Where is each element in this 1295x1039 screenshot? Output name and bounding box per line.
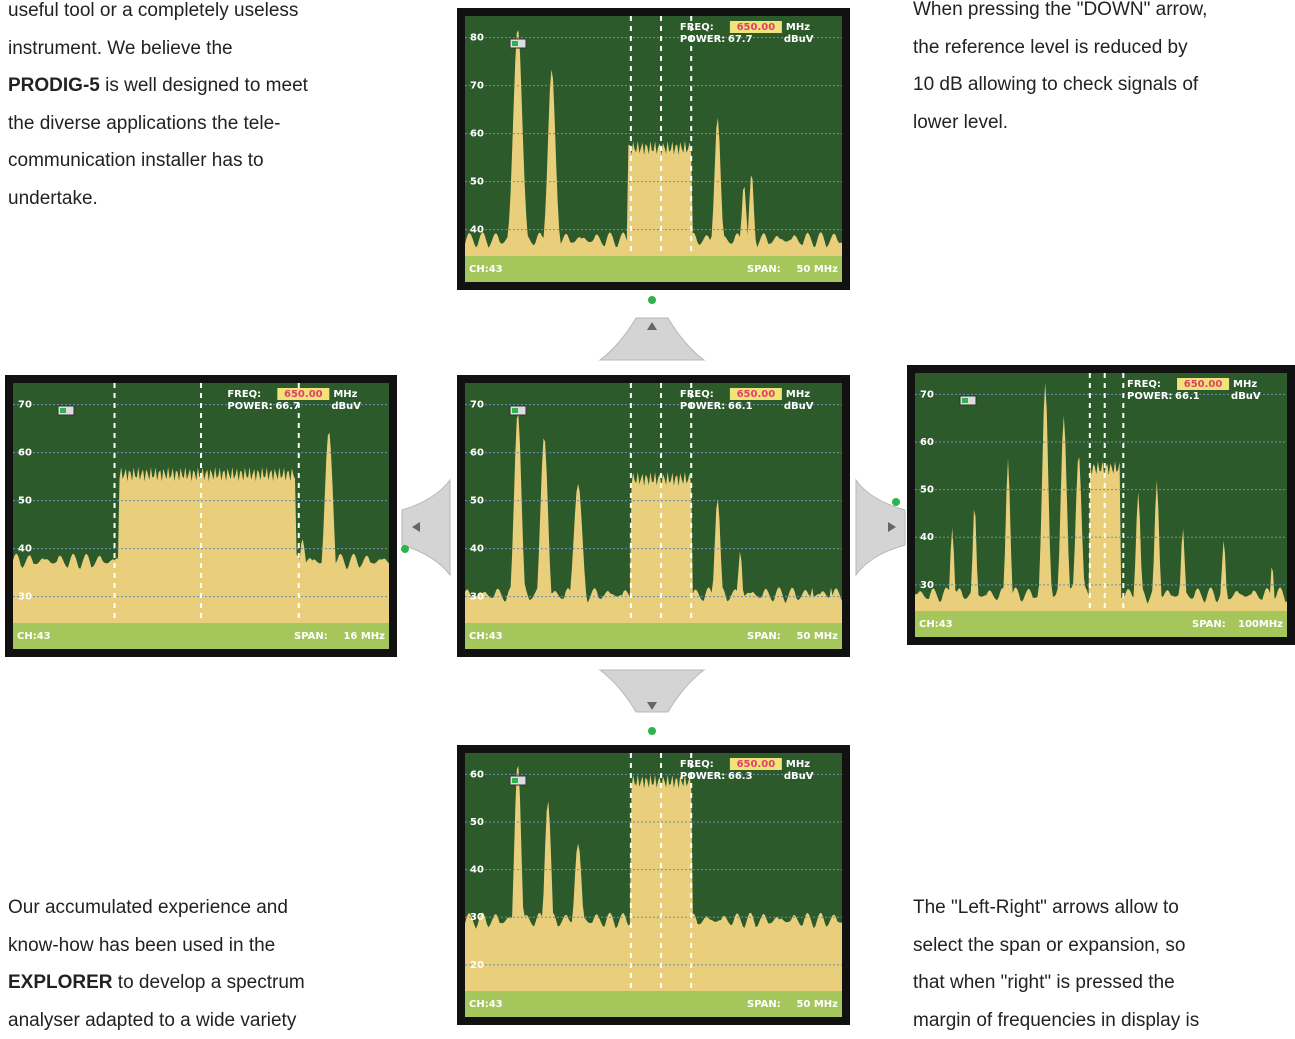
- freq-value: 650.00: [737, 759, 776, 770]
- power-label: POWER:: [680, 34, 725, 45]
- span-value: 100MHz: [1238, 619, 1283, 630]
- y-tick-label: 60: [18, 448, 32, 459]
- y-tick-label: 40: [18, 544, 32, 555]
- freq-value: 650.00: [737, 389, 776, 400]
- y-tick-label: 50: [470, 177, 484, 188]
- freq-unit: MHz: [1233, 379, 1257, 390]
- power-unit: dBuV: [784, 401, 814, 412]
- freq-unit: MHz: [786, 759, 810, 770]
- indicator-dot: [648, 727, 656, 735]
- power-value: 66.1: [728, 401, 753, 412]
- channel: CH:43: [469, 631, 503, 642]
- power-label: POWER:: [680, 771, 725, 782]
- y-tick-label: 50: [470, 817, 484, 828]
- y-tick-label: 80: [470, 33, 484, 44]
- freq-unit: MHz: [786, 22, 810, 33]
- y-tick-label: 70: [470, 400, 484, 411]
- y-tick-label: 50: [18, 496, 32, 507]
- battery-level: [512, 408, 518, 413]
- y-tick-label: 70: [920, 389, 934, 400]
- status-bar: [13, 623, 389, 649]
- indicator-dot: [892, 498, 900, 506]
- power-value: 66.1: [1175, 391, 1200, 402]
- y-tick-label: 30: [920, 580, 934, 591]
- status-bar: [465, 623, 842, 649]
- y-tick-label: 60: [470, 129, 484, 140]
- y-tick-label: 40: [920, 532, 934, 543]
- illustration: 8070605040FREQ:650.00MHzPOWER:67.7dBuVCH…: [0, 0, 1295, 1025]
- span-value: 50 MHz: [796, 631, 838, 642]
- analyzer-screen: 60 50 40 30 20 FREQ: 650.00 MHz POWER:66.3 dBuV CH…: [457, 745, 850, 1025]
- y-tick-label: 60: [470, 448, 484, 459]
- indicator-dot: [401, 545, 409, 553]
- freq-value: 650.00: [737, 22, 776, 33]
- battery-level: [962, 398, 968, 403]
- power-label: POWER:: [680, 401, 725, 412]
- y-tick-label: 50: [470, 496, 484, 507]
- analyzer-screen: 70 60 50 40 30 FREQ: 650.00 MHz POWER:66.1 dBuV CH…: [457, 375, 850, 657]
- freq-value: 650.00: [284, 389, 323, 400]
- freq-label: FREQ:: [680, 22, 714, 33]
- channel: CH:43: [469, 264, 503, 275]
- y-tick-label: 40: [470, 225, 484, 236]
- page: useful tool or a completely uselessinstr…: [0, 0, 1295, 1025]
- y-tick-label: 50: [920, 485, 934, 496]
- span-label: SPAN:: [747, 631, 781, 642]
- span-label: SPAN:: [294, 631, 328, 642]
- dpad-left: [402, 480, 450, 575]
- freq-value: 650.00: [1184, 379, 1223, 390]
- y-tick-label: 70: [470, 81, 484, 92]
- power-value: 67.7: [728, 34, 753, 45]
- y-tick-label: 20: [470, 960, 484, 971]
- battery-level: [60, 408, 66, 413]
- battery-level: [512, 778, 518, 783]
- dpad-right: [856, 480, 905, 575]
- y-tick-label: 70: [18, 400, 32, 411]
- span-value: 50 MHz: [796, 999, 838, 1010]
- power-unit: dBuV: [784, 771, 814, 782]
- freq-label: FREQ:: [680, 759, 714, 770]
- span-value: 16 MHz: [343, 631, 385, 642]
- indicator-dot: [648, 296, 656, 304]
- battery-level: [512, 41, 518, 46]
- power-label: POWER:: [227, 401, 272, 412]
- freq-label: FREQ:: [680, 389, 714, 400]
- dpad-up: [600, 318, 704, 360]
- span-value: 50 MHz: [796, 264, 838, 275]
- channel: CH:43: [469, 999, 503, 1010]
- power-value: 66.3: [728, 771, 753, 782]
- y-tick-label: 40: [470, 865, 484, 876]
- span-label: SPAN:: [747, 999, 781, 1010]
- power-unit: dBuV: [331, 401, 361, 412]
- freq-unit: MHz: [333, 389, 357, 400]
- channel: CH:43: [919, 619, 953, 630]
- status-bar: [465, 991, 842, 1017]
- span-label: SPAN:: [747, 264, 781, 275]
- span-label: SPAN:: [1192, 619, 1226, 630]
- y-tick-label: 60: [920, 437, 934, 448]
- y-tick-label: 40: [470, 544, 484, 555]
- power-unit: dBuV: [784, 34, 814, 45]
- dpad-down: [600, 670, 704, 712]
- analyzer-screen: 70 60 50 40 30 FREQ: 650.00 MHz POWER:66.1 dBuV CH…: [907, 365, 1295, 645]
- freq-unit: MHz: [786, 389, 810, 400]
- status-bar: [465, 256, 842, 282]
- y-tick-label: 30: [18, 592, 32, 603]
- channel: CH:43: [17, 631, 51, 642]
- freq-label: FREQ:: [227, 389, 261, 400]
- power-value: 66.7: [275, 401, 300, 412]
- power-label: POWER:: [1127, 391, 1172, 402]
- y-tick-label: 30: [470, 592, 484, 603]
- analyzer-screen: 70 60 50 40 30 FREQ: 650.00 MHz POWER:66.7 dBuV CH…: [5, 375, 397, 657]
- freq-label: FREQ:: [1127, 379, 1161, 390]
- status-bar: [915, 611, 1287, 637]
- analyzer-screen: 80 70 60 50 40 FREQ: 650.00 MHz POWER:67.7 dBuV CH…: [457, 8, 850, 290]
- y-tick-label: 60: [470, 769, 484, 780]
- y-tick-label: 30: [470, 912, 484, 923]
- power-unit: dBuV: [1231, 391, 1261, 402]
